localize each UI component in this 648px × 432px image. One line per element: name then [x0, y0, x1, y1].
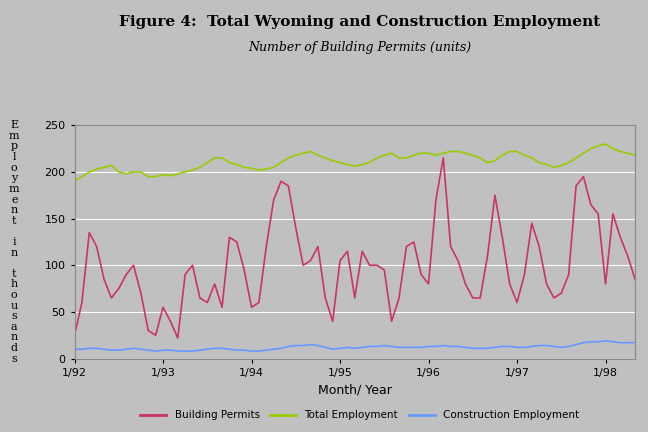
Text: i: i [12, 237, 16, 247]
Text: p: p [11, 142, 17, 152]
Legend: Building Permits, Total Employment, Construction Employment: Building Permits, Total Employment, Cons… [136, 407, 583, 425]
Text: h: h [10, 280, 18, 289]
Text: o: o [11, 163, 17, 173]
Text: Figure 4:  Total Wyoming and Construction Employment: Figure 4: Total Wyoming and Construction… [119, 15, 600, 29]
Text: s: s [12, 353, 17, 364]
Text: t: t [12, 269, 16, 279]
Text: n: n [10, 332, 18, 342]
Text: m: m [9, 131, 19, 141]
Text: n: n [10, 248, 18, 257]
Text: y: y [11, 173, 17, 183]
Text: t: t [12, 216, 16, 226]
Text: u: u [10, 301, 18, 311]
Text: a: a [11, 322, 17, 332]
Text: s: s [12, 311, 17, 321]
Text: d: d [11, 343, 17, 353]
Text: e: e [11, 194, 17, 204]
X-axis label: Month/ Year: Month/ Year [318, 383, 392, 396]
Text: m: m [9, 184, 19, 194]
Text: Number of Building Permits (units): Number of Building Permits (units) [248, 41, 471, 54]
Text: n: n [10, 205, 18, 215]
Text: o: o [11, 290, 17, 300]
Text: E: E [10, 120, 18, 130]
Text: l: l [12, 152, 16, 162]
